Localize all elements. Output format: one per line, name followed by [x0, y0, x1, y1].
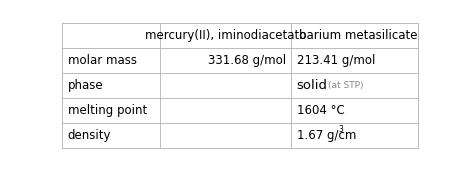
Text: barium metasilicate: barium metasilicate	[299, 29, 418, 42]
Text: 1604 °C: 1604 °C	[297, 104, 344, 117]
Text: 331.68 g/mol: 331.68 g/mol	[208, 54, 286, 67]
Text: (at STP): (at STP)	[327, 81, 363, 90]
Text: melting point: melting point	[68, 104, 147, 117]
Text: density: density	[68, 129, 111, 142]
Text: 3: 3	[339, 125, 343, 134]
Text: 213.41 g/mol: 213.41 g/mol	[297, 54, 375, 67]
Text: mercury(II), iminodiacetato: mercury(II), iminodiacetato	[145, 29, 307, 42]
Text: 1.67 g/cm: 1.67 g/cm	[297, 129, 356, 142]
Text: phase: phase	[68, 79, 103, 92]
Text: solid: solid	[297, 79, 328, 92]
Text: molar mass: molar mass	[68, 54, 136, 67]
